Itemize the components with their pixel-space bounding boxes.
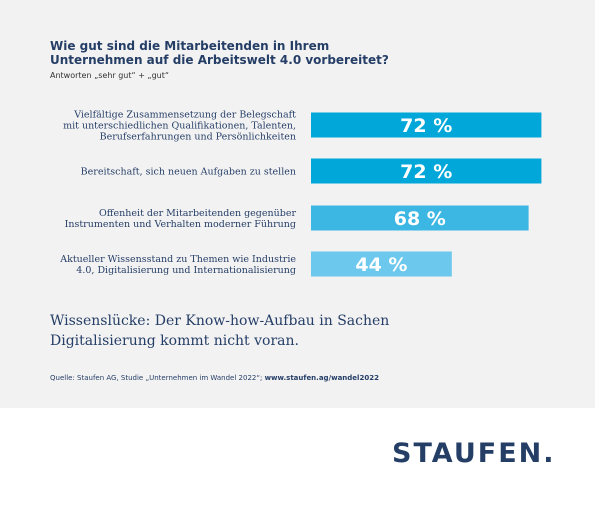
source-note: Quelle: Staufen AG, Studie „Unternehmen … [50,374,379,382]
bar-2 [311,158,542,184]
bar-3 [311,205,529,231]
value-label-4: 44 % [355,254,407,276]
value-label-3: 68 % [394,208,446,230]
category-label-3: Offenheit der Mitarbeitenden gegenüber In… [65,208,297,230]
takeaway-text: Wissenslücke: Der Know-how-Aufbau in Sac… [50,313,390,349]
bar-4 [311,251,452,277]
source-url[interactable]: www.staufen.ag/wandel2022 [264,374,379,382]
bar-1 [311,112,542,138]
staufen-logo: STAUFEN. [392,438,556,469]
value-label-1: 72 % [400,115,452,137]
category-label-4: Aktueller Wissensstand zu Themen wie Ind… [59,254,296,276]
source-text: Quelle: Staufen AG, Studie „Unternehmen … [50,374,265,382]
value-label-2: 72 % [400,161,452,183]
chart-subtitle: Antworten „sehr gut“ + „gut“ [50,71,170,80]
category-label-2: Bereitschaft, sich neuen Aufgaben zu ste… [81,167,296,178]
category-label-1: Vielfältige Zusammensetzung der Belegsch… [63,110,296,143]
chart-title: Wie gut sind die Mitarbeitenden in Ihrem… [50,39,389,67]
chart-panel [0,0,595,408]
bar-chart: 72 % Vielfältige Zusammensetzung der Bele… [59,110,542,277]
